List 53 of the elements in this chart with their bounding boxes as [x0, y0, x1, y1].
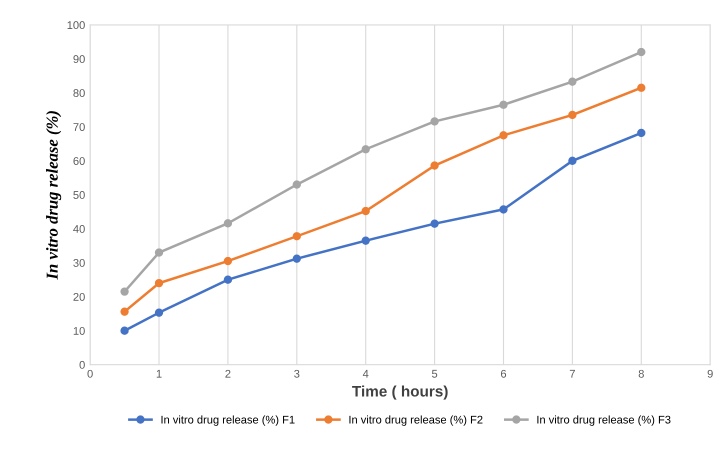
point: [430, 117, 439, 126]
y-tick-label: 90: [73, 55, 85, 64]
point: [154, 248, 164, 257]
x-tick-label: 4: [362, 370, 368, 378]
x-tick-label: 0: [87, 370, 93, 378]
x-tick-label: 5: [432, 370, 438, 378]
point: [499, 205, 508, 214]
point: [292, 254, 301, 263]
y-axis-title: In vitro drug release (%): [46, 111, 62, 280]
point: [499, 131, 508, 140]
point: [362, 236, 370, 245]
x-tick-label: 1: [156, 370, 162, 378]
y-tick-label: 40: [73, 225, 85, 233]
point: [154, 308, 164, 317]
point: [120, 287, 129, 296]
point: [362, 206, 370, 216]
y-tick-label: 30: [73, 259, 85, 267]
x-tick-label: 8: [638, 370, 644, 378]
y-tick-label: 80: [73, 89, 85, 97]
point: [224, 276, 232, 284]
point: [430, 220, 439, 228]
y-tick-label: 0: [80, 360, 85, 369]
x-tick-label: 7: [570, 370, 575, 378]
y-tick-label: 70: [73, 123, 85, 131]
point: [637, 48, 646, 56]
legend-label: In vitro drug release (%) F1: [161, 415, 295, 426]
legend-label: In vitro drug release (%) F3: [537, 415, 670, 426]
point: [568, 156, 577, 165]
point: [637, 84, 646, 92]
point: [120, 307, 129, 316]
point: [430, 161, 439, 170]
point: [292, 232, 301, 240]
point: [120, 326, 129, 335]
point: [568, 77, 577, 86]
point: [224, 219, 232, 228]
y-tick-label: 100: [68, 21, 85, 30]
legend-label: In vitro drug release (%) F2: [349, 415, 482, 426]
y-tick-label: 20: [73, 292, 85, 301]
y-tick-label: 10: [74, 326, 85, 335]
point: [224, 256, 232, 266]
point: [154, 278, 164, 288]
x-tick-label: 2: [225, 370, 230, 378]
x-tick-label: 6: [500, 370, 506, 378]
point: [568, 110, 577, 120]
point: [499, 100, 508, 109]
point: [637, 128, 646, 138]
y-tick-label: 50: [73, 191, 85, 199]
x-tick-label: 3: [294, 370, 300, 378]
point: [362, 145, 370, 154]
x-tick-label: 9: [708, 370, 713, 378]
y-tick-label: 60: [73, 157, 85, 165]
point: [292, 180, 301, 189]
x-axis-title: Time ( hours): [352, 385, 448, 400]
